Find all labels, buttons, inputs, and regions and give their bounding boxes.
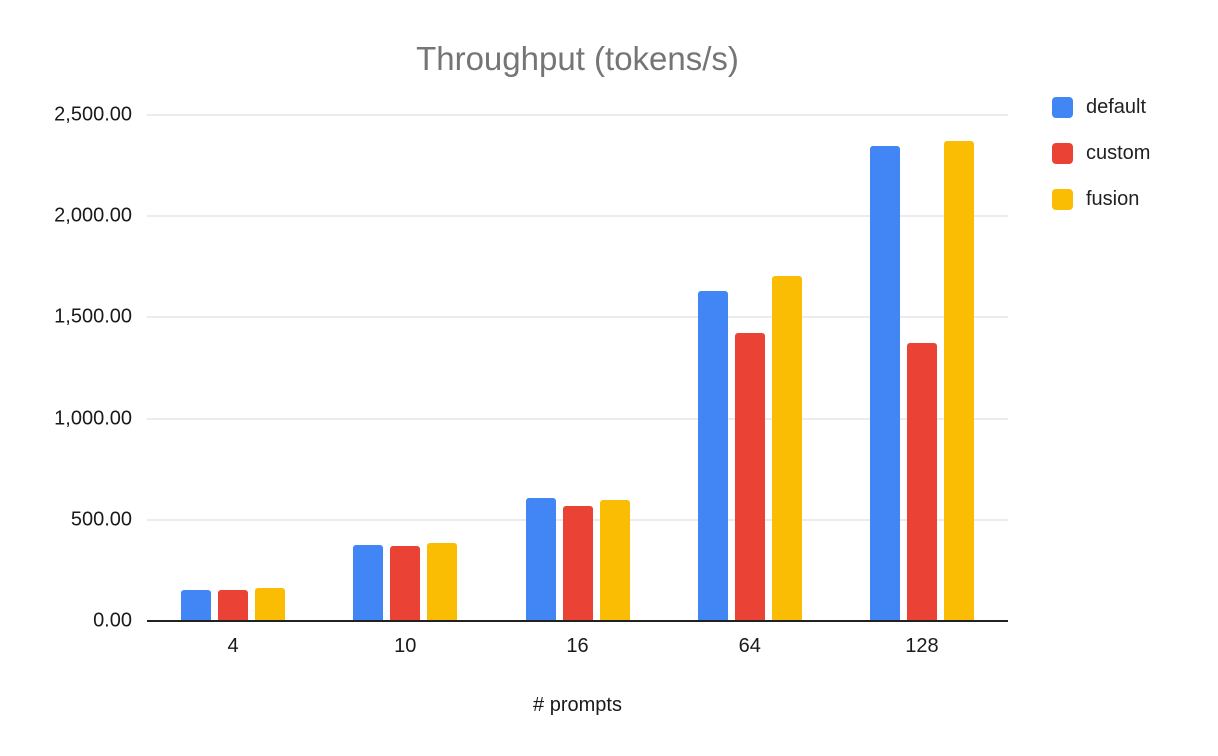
y-tick-label: 0.00 (93, 609, 132, 632)
gridline (147, 215, 1008, 217)
bar-fusion-4[interactable] (255, 587, 286, 621)
legend-item-default: default (1052, 95, 1150, 119)
x-category-label: 10 (394, 635, 417, 657)
bar-fusion-16[interactable] (599, 499, 630, 621)
legend-swatch-custom (1052, 142, 1073, 164)
bar-group-10: 10 (319, 115, 491, 657)
legend-label-default: default (1086, 95, 1147, 118)
y-axis-labels: 0.00 500.00 1,000.00 1,500.00 2,000.00 2,500.… (0, 0, 132, 756)
bar-custom-64[interactable] (734, 332, 765, 621)
legend-item-fusion: fusion (1052, 187, 1150, 211)
legend-label-fusion: fusion (1086, 187, 1140, 210)
gridline (147, 316, 1008, 318)
gridline (147, 418, 1008, 420)
x-axis-title: # prompts (533, 694, 622, 716)
x-category-label: 16 (566, 635, 589, 657)
bar-custom-4[interactable] (218, 589, 249, 621)
bar-custom-16[interactable] (562, 505, 593, 621)
chart-title: Throughput (tokens/s) (416, 40, 739, 77)
legend: default custom fusion (1052, 95, 1150, 233)
bar-default-64[interactable] (697, 291, 728, 621)
legend-swatch-default (1052, 96, 1073, 118)
bar-default-4[interactable] (181, 589, 212, 621)
bar-fusion-64[interactable] (771, 275, 802, 621)
y-tick-label: 500.00 (70, 508, 132, 531)
x-category-label: 64 (738, 635, 761, 657)
bar-fusion-128[interactable] (943, 141, 974, 621)
y-tick-label: 2,000.00 (54, 204, 132, 227)
x-category-label: 128 (905, 635, 939, 657)
gridline (147, 114, 1008, 116)
bar-group-16: 16 (491, 115, 663, 657)
x-axis-line (147, 620, 1008, 622)
bar-group-128: 128 (836, 115, 1008, 657)
legend-item-custom: custom (1052, 141, 1150, 165)
plot-area: 4 10 16 64 128 (147, 114, 1008, 657)
x-category-label: 4 (227, 635, 239, 657)
bar-default-10[interactable] (353, 545, 384, 621)
legend-label-custom: custom (1086, 141, 1151, 164)
bar-groups: 4 10 16 64 128 (147, 115, 1008, 657)
bar-group-64: 64 (664, 115, 836, 657)
bar-default-16[interactable] (525, 497, 556, 621)
bar-custom-10[interactable] (390, 546, 421, 621)
bar-group-4: 4 (147, 115, 319, 657)
y-tick-label: 1,500.00 (54, 305, 132, 328)
y-tick-label: 2,500.00 (54, 103, 132, 126)
bar-custom-128[interactable] (906, 342, 937, 621)
bar-default-128[interactable] (869, 146, 900, 621)
legend-swatch-fusion (1052, 188, 1073, 210)
bar-fusion-10[interactable] (427, 543, 458, 621)
y-tick-label: 1,000.00 (54, 407, 132, 430)
